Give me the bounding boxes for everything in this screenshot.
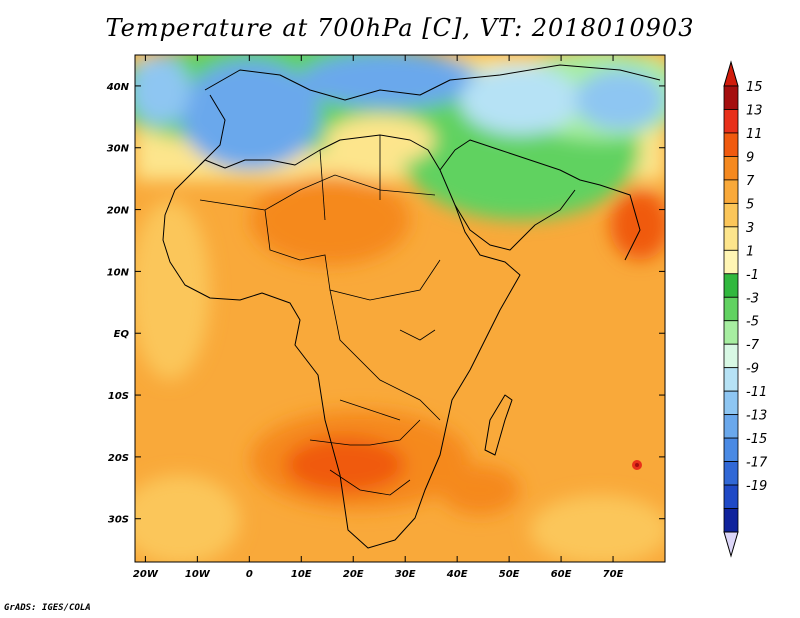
- lon-tick-label: 20E: [343, 569, 364, 580]
- coastlines: [162, 64, 661, 549]
- colorbar-label: 1: [746, 244, 754, 259]
- lon-tick-label: 40E: [446, 569, 468, 580]
- colorbar-swatch: [723, 85, 739, 110]
- colorbar-label: -5: [746, 315, 759, 330]
- colorbar-swatch: [723, 367, 739, 392]
- lat-tick-label: 10N: [107, 267, 130, 278]
- colorbar-swatch: [723, 414, 739, 439]
- lon-tick-label: 20W: [133, 569, 159, 580]
- lon-tick-label: 10W: [185, 569, 211, 580]
- lon-tick-label: 60E: [551, 569, 572, 580]
- colorbar-label: -11: [746, 385, 767, 400]
- colorbar-label: -3: [746, 291, 759, 306]
- colorbar-swatch: [723, 249, 739, 275]
- colorbar-label: -7: [746, 338, 760, 353]
- map-title: Temperature at 700hPa [C], VT: 201801090…: [105, 14, 695, 42]
- lat-tick-label: 10S: [108, 391, 129, 402]
- lon-tick-label: 70E: [603, 569, 624, 580]
- colorbar-label: 3: [746, 221, 754, 236]
- lat-tick-label: 40N: [106, 82, 130, 93]
- lat-tick-label: 20S: [108, 453, 129, 464]
- lat-tick-label: 20N: [107, 206, 130, 217]
- colorbar-swatch: [723, 484, 739, 509]
- colorbar-under-arrow: [723, 531, 739, 558]
- colorbar-label: 15: [746, 80, 763, 95]
- colorbar-label: 5: [746, 197, 754, 212]
- lon-tick-label: 30E: [395, 569, 416, 580]
- colorbar-label: 13: [746, 103, 763, 118]
- colorbar-label: -17: [746, 456, 768, 471]
- colorbar-swatch: [723, 461, 739, 486]
- grads-credit: GrADS: IGES/COLA: [4, 603, 91, 613]
- plot-frame: [134, 54, 666, 563]
- colorbar-swatch: [723, 179, 739, 204]
- colorbar-label: -15: [746, 432, 767, 447]
- colorbar-swatch: [723, 132, 739, 157]
- colorbar-swatch: [723, 296, 739, 322]
- colorbar-swatch: [723, 320, 739, 345]
- colorbar-label: -13: [746, 409, 767, 424]
- lon-tick-label: 0: [246, 569, 253, 580]
- colorbar-label: -19: [746, 479, 767, 494]
- temperature-field: [135, 55, 665, 562]
- colorbar-swatch: [723, 508, 739, 533]
- colorbar-swatch: [723, 390, 739, 416]
- lon-tick-label: 10E: [291, 569, 312, 580]
- lon-tick-label: 50E: [499, 569, 520, 580]
- colorbar-label: -1: [746, 268, 759, 283]
- borders: [199, 135, 441, 496]
- colorbar-label: -9: [746, 362, 759, 377]
- lat-tick-label: EQ: [114, 329, 130, 340]
- colorbar-swatch: [723, 226, 739, 251]
- colorbar-swatch: [723, 109, 739, 134]
- colorbar-swatch: [723, 437, 739, 462]
- colorbar-label: 11: [746, 127, 763, 142]
- colorbar-swatch: [723, 156, 739, 181]
- colorbar-swatch: [723, 273, 739, 298]
- colorbar-swatch: [723, 202, 739, 228]
- lat-tick-label: 30S: [108, 515, 129, 526]
- colorbar-swatch: [723, 343, 739, 369]
- lat-tick-label: 30N: [107, 144, 130, 155]
- colorbar-label: 7: [746, 174, 755, 189]
- colorbar-over-arrow: [723, 60, 739, 87]
- colorbar-label: 9: [746, 150, 754, 165]
